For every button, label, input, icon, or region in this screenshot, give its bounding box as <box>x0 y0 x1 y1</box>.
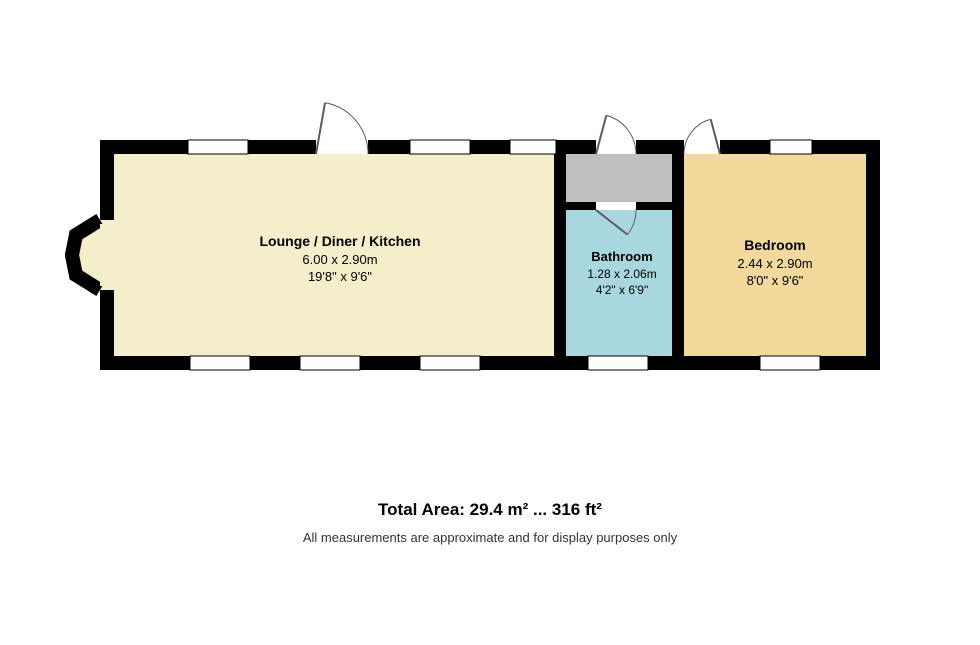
disclaimer-caption: All measurements are approximate and for… <box>0 530 980 545</box>
floorplan-stage: Lounge / Diner / Kitchen 6.00 x 2.90m 19… <box>0 0 980 640</box>
total-area-text: Total Area: 29.4 m² ... 316 ft² <box>378 500 602 519</box>
disclaimer-text: All measurements are approximate and for… <box>303 530 677 545</box>
bedroom-dim-imperial: 8'0" x 9'6" <box>690 272 860 290</box>
bathroom-dim-metric: 1.28 x 2.06m <box>566 266 678 282</box>
lounge-name: Lounge / Diner / Kitchen <box>210 232 470 251</box>
lounge-dim-imperial: 19'8" x 9'6" <box>210 268 470 286</box>
label-bedroom: Bedroom 2.44 x 2.90m 8'0" x 9'6" <box>690 236 860 290</box>
bathroom-name: Bathroom <box>566 248 678 266</box>
lounge-dim-metric: 6.00 x 2.90m <box>210 251 470 269</box>
bedroom-dim-metric: 2.44 x 2.90m <box>690 255 860 273</box>
bedroom-name: Bedroom <box>690 236 860 255</box>
total-area-caption: Total Area: 29.4 m² ... 316 ft² <box>0 500 980 520</box>
label-bathroom: Bathroom 1.28 x 2.06m 4'2" x 6'9" <box>566 248 678 298</box>
bathroom-dim-imperial: 4'2" x 6'9" <box>566 282 678 298</box>
label-lounge: Lounge / Diner / Kitchen 6.00 x 2.90m 19… <box>210 232 470 286</box>
